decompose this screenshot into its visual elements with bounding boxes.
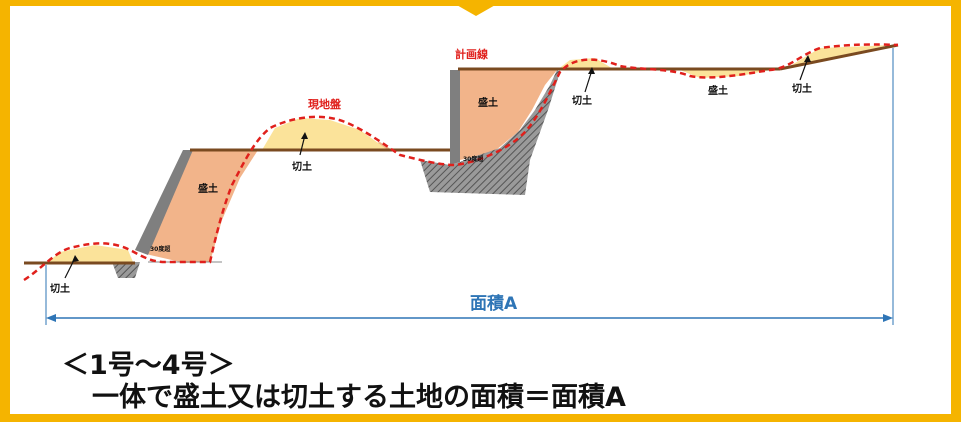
fill-area-left [135, 142, 392, 263]
cut-area-right1 [557, 58, 615, 70]
wall-footing-left [112, 262, 140, 278]
caption-definition: 一体で盛土又は切土する土地の面積＝面積A [92, 382, 626, 413]
area-dimension-line [45, 48, 894, 325]
existing-ground-label: 現地盤 [308, 97, 342, 111]
hatched-ground-middle [420, 70, 560, 195]
existing-ground-line [23, 43, 899, 282]
cut-area-left [48, 245, 133, 262]
cut-area-upper [262, 118, 388, 150]
arrow-heads [72, 55, 811, 262]
fill-label-3: 盛土 [708, 84, 728, 97]
retaining-wall-middle [450, 70, 460, 165]
fill-label-1: 盛土 [198, 182, 218, 195]
down-arrow-icon [448, 0, 504, 16]
slope-30-label-1: 30度超 [150, 245, 171, 253]
cut-label-1: 切土 [50, 282, 70, 295]
plan-line-label: 計画線 [455, 47, 488, 61]
cut-label-2: 切土 [292, 160, 312, 173]
cut-label-4: 切土 [792, 82, 812, 95]
fill-label-2: 盛土 [478, 96, 498, 109]
retaining-wall-left [135, 150, 193, 255]
cut-area-right2 [680, 70, 770, 78]
cut-label-3: 切土 [572, 94, 592, 107]
area-a-label: 面積A [470, 293, 518, 314]
fill-area-middle [460, 70, 557, 160]
slope-30-label-2: 30度超 [463, 155, 484, 163]
caption-scope: ＜1号～4号＞ [62, 350, 235, 381]
